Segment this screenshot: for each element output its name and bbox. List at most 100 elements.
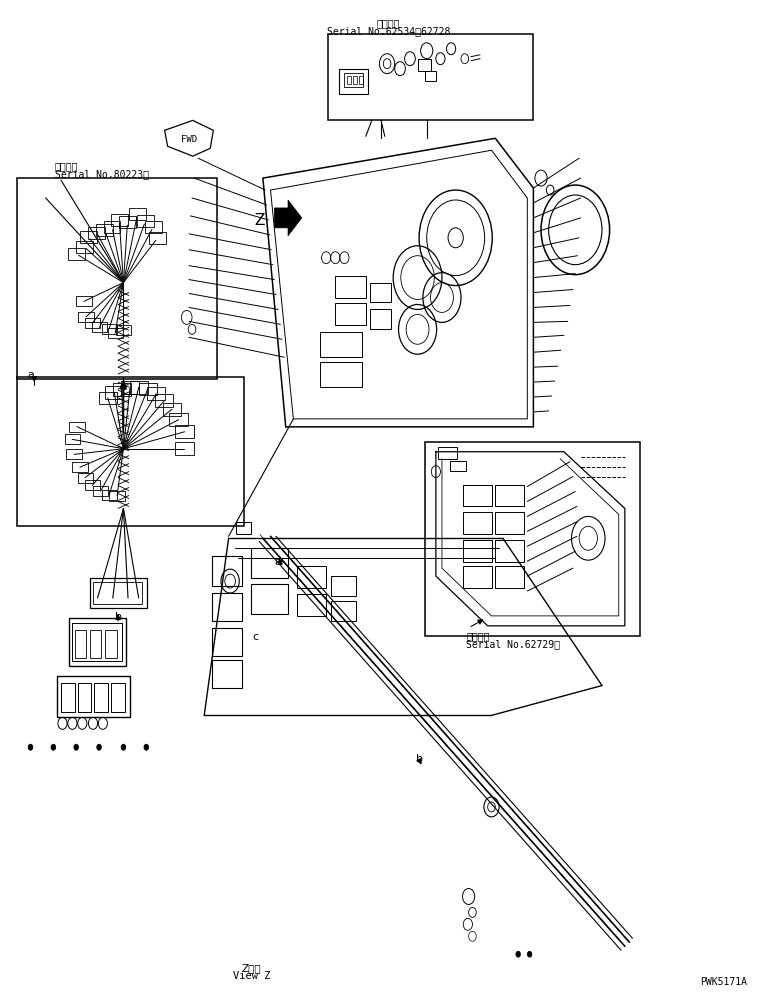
Bar xyxy=(495,513,524,535)
Bar xyxy=(80,232,97,244)
Bar xyxy=(78,312,94,322)
Bar xyxy=(418,60,431,72)
Text: Serial No.62534～62728: Serial No.62534～62728 xyxy=(327,26,450,36)
Bar xyxy=(463,567,492,588)
Bar xyxy=(75,242,92,253)
Bar xyxy=(93,582,142,604)
Bar xyxy=(463,541,492,563)
Bar xyxy=(251,549,288,579)
Bar xyxy=(85,481,100,491)
Bar xyxy=(212,557,242,586)
Bar xyxy=(425,442,640,636)
Text: PWK5171A: PWK5171A xyxy=(700,976,747,986)
Circle shape xyxy=(74,745,78,750)
Circle shape xyxy=(28,745,33,750)
Bar xyxy=(297,594,326,616)
Bar xyxy=(66,450,82,460)
Bar xyxy=(121,382,139,395)
Text: Z: Z xyxy=(254,213,264,229)
Text: b: b xyxy=(114,611,122,621)
Bar xyxy=(72,463,88,473)
Bar xyxy=(90,630,101,658)
Text: 適用号機: 適用号機 xyxy=(55,161,78,171)
Bar xyxy=(61,683,75,713)
Bar xyxy=(105,630,117,658)
Text: Serial No.62729～: Serial No.62729～ xyxy=(466,638,560,648)
Bar xyxy=(88,228,105,240)
Bar xyxy=(320,363,362,388)
Bar xyxy=(137,216,154,228)
Bar xyxy=(101,490,117,500)
Bar xyxy=(91,323,107,333)
Bar xyxy=(129,209,146,221)
Bar xyxy=(93,487,108,497)
Bar xyxy=(370,283,391,303)
Text: Z　視: Z 視 xyxy=(242,962,261,972)
Bar xyxy=(331,601,356,621)
Bar xyxy=(98,393,117,406)
Bar xyxy=(463,513,492,535)
Bar xyxy=(212,628,242,656)
Bar xyxy=(96,225,113,237)
Bar xyxy=(328,35,533,121)
Text: 適用号機: 適用号機 xyxy=(466,630,490,640)
Circle shape xyxy=(51,745,56,750)
Bar xyxy=(347,77,351,84)
Circle shape xyxy=(527,951,532,957)
Bar xyxy=(111,683,125,713)
Bar xyxy=(111,215,128,227)
Bar xyxy=(94,683,108,713)
Text: a: a xyxy=(274,557,282,567)
Circle shape xyxy=(97,745,101,750)
Bar xyxy=(370,310,391,330)
Bar xyxy=(335,304,366,326)
Bar xyxy=(339,70,368,94)
Bar xyxy=(107,329,123,339)
Bar xyxy=(17,378,244,527)
Bar xyxy=(438,447,457,459)
Bar xyxy=(119,217,136,229)
Bar xyxy=(212,660,242,688)
Bar xyxy=(495,541,524,563)
Bar xyxy=(68,248,85,260)
Circle shape xyxy=(121,745,126,750)
Bar xyxy=(212,593,242,621)
Bar xyxy=(320,333,362,358)
Bar xyxy=(175,442,194,455)
Bar xyxy=(353,77,357,84)
Bar xyxy=(495,567,524,588)
Bar xyxy=(359,77,363,84)
Text: FWD: FWD xyxy=(181,134,197,144)
Bar xyxy=(169,414,187,426)
Bar xyxy=(344,74,363,87)
Bar xyxy=(331,577,356,596)
Bar xyxy=(495,485,524,507)
Bar xyxy=(163,404,181,416)
Text: Serial No.80223～: Serial No.80223～ xyxy=(55,169,149,179)
Bar xyxy=(65,435,80,445)
Bar xyxy=(175,425,194,438)
Bar xyxy=(105,387,123,400)
Bar xyxy=(57,676,130,718)
Circle shape xyxy=(516,951,520,957)
Bar xyxy=(72,623,122,661)
Bar xyxy=(450,461,466,471)
Text: c: c xyxy=(252,631,258,641)
Bar xyxy=(17,179,217,380)
Bar xyxy=(155,395,174,408)
Text: a: a xyxy=(27,370,34,380)
Bar xyxy=(78,683,91,713)
Circle shape xyxy=(144,745,149,750)
Text: b: b xyxy=(415,753,423,763)
Bar xyxy=(297,567,326,588)
Bar xyxy=(76,297,91,307)
Bar xyxy=(116,326,131,336)
Bar xyxy=(69,618,126,666)
Bar xyxy=(335,276,366,298)
Bar xyxy=(104,222,120,234)
Bar xyxy=(75,630,86,658)
Bar xyxy=(78,473,93,483)
Bar xyxy=(130,382,148,395)
Bar xyxy=(139,383,157,396)
Bar xyxy=(149,233,166,245)
